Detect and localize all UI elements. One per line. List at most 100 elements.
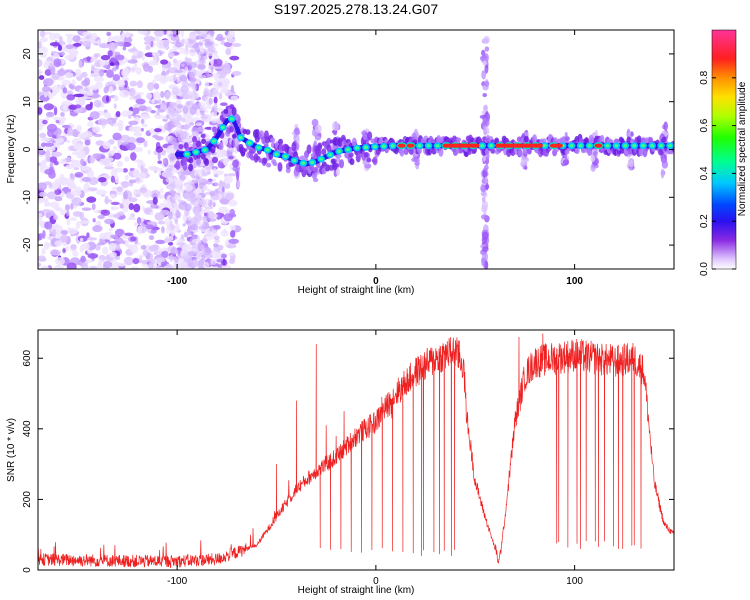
heatmap-cell bbox=[181, 80, 189, 87]
heatmap-cell bbox=[54, 188, 62, 195]
heatmap-cell bbox=[97, 220, 101, 226]
heatmap-cell bbox=[172, 74, 177, 82]
heatmap-cell bbox=[47, 128, 54, 138]
heatmap-cell bbox=[38, 46, 48, 55]
heatmap-cell bbox=[211, 126, 217, 133]
heatmap-cell bbox=[176, 188, 184, 194]
heatmap-cell bbox=[65, 245, 70, 251]
heatmap-cell bbox=[169, 136, 177, 145]
heatmap-cell bbox=[227, 173, 238, 177]
heatmap-cell bbox=[65, 44, 74, 50]
heatmap-cell bbox=[185, 152, 190, 156]
heatmap-cell bbox=[484, 184, 490, 190]
heatmap-cell bbox=[203, 262, 210, 269]
heatmap-cell bbox=[86, 56, 92, 62]
x-tick-label: 100 bbox=[566, 276, 583, 287]
heatmap-cell bbox=[71, 197, 82, 206]
heatmap-cell bbox=[100, 54, 111, 61]
heatmap-cell bbox=[195, 111, 200, 117]
x-tick-label: -100 bbox=[167, 276, 187, 287]
heatmap-cell bbox=[184, 56, 189, 63]
heatmap-cell bbox=[381, 144, 386, 148]
heatmap-cell bbox=[81, 79, 90, 87]
heatmap-cell bbox=[89, 265, 98, 269]
heatmap-cell bbox=[212, 243, 219, 248]
heatmap-cell bbox=[228, 252, 236, 257]
heatmap-cell bbox=[98, 176, 107, 183]
heatmap-cell bbox=[195, 250, 202, 260]
heatmap-cell bbox=[38, 255, 47, 262]
heatmap-cell bbox=[126, 110, 134, 116]
heatmap-cell bbox=[98, 258, 103, 267]
heatmap-cell bbox=[129, 213, 133, 220]
x-tick-label: 100 bbox=[566, 576, 583, 587]
heatmap-cell bbox=[192, 136, 198, 143]
heatmap-cell bbox=[122, 36, 133, 44]
heatmap-cell bbox=[158, 171, 162, 176]
heatmap-cell bbox=[103, 64, 108, 69]
heatmap-cell bbox=[128, 126, 137, 132]
heatmap-cell bbox=[145, 45, 151, 51]
heatmap-cell bbox=[38, 146, 44, 155]
heatmap-cell bbox=[132, 257, 140, 265]
spectrogram-xlabel: Height of straight line (km) bbox=[298, 285, 415, 296]
heatmap-cell bbox=[214, 153, 224, 158]
heatmap-cell bbox=[171, 195, 176, 205]
heatmap-cell bbox=[247, 141, 252, 145]
heatmap-cell bbox=[397, 143, 406, 148]
heatmap-cell bbox=[222, 79, 231, 85]
heatmap-cell bbox=[204, 38, 211, 44]
heatmap-cell bbox=[169, 220, 173, 226]
heatmap-cell bbox=[169, 33, 174, 37]
heatmap-cell bbox=[112, 132, 122, 141]
heatmap-cell bbox=[262, 157, 268, 164]
heatmap-cell bbox=[108, 242, 117, 250]
heatmap-cell bbox=[211, 58, 223, 67]
heatmap-cell bbox=[363, 152, 369, 158]
y-tick-label: 400 bbox=[22, 420, 33, 437]
heatmap-cell bbox=[198, 75, 207, 79]
heatmap-cell bbox=[199, 46, 204, 51]
heatmap-cell bbox=[195, 122, 203, 127]
heatmap-cell bbox=[60, 112, 65, 117]
heatmap-cell bbox=[89, 72, 101, 78]
heatmap-cell bbox=[78, 220, 90, 224]
heatmap-cell bbox=[128, 179, 137, 184]
heatmap-cell bbox=[590, 154, 596, 163]
heatmap-cell bbox=[226, 244, 237, 249]
heatmap-cell bbox=[214, 50, 219, 57]
heatmap-cell bbox=[65, 164, 75, 170]
heatmap-cell bbox=[58, 118, 65, 124]
heatmap-cell bbox=[207, 188, 211, 193]
heatmap-cell bbox=[147, 149, 151, 155]
heatmap-cell bbox=[59, 158, 68, 165]
heatmap-cell bbox=[99, 59, 109, 67]
x-tick-label: -100 bbox=[167, 576, 187, 587]
heatmap-cell bbox=[38, 75, 45, 80]
heatmap-cell bbox=[223, 108, 229, 114]
heatmap-cell bbox=[197, 31, 203, 40]
colorbar-ticks: 0.0 0.2 0.4 0.6 0.8 bbox=[699, 70, 736, 276]
heatmap-cell bbox=[205, 198, 210, 204]
heatmap-cell bbox=[102, 141, 111, 150]
heatmap-cell bbox=[181, 38, 185, 46]
colorbar-gradient bbox=[711, 29, 737, 270]
heatmap-cell bbox=[61, 233, 69, 243]
heatmap-cell bbox=[54, 137, 64, 144]
heatmap-cell bbox=[142, 249, 149, 257]
heatmap-cell bbox=[483, 130, 487, 136]
heatmap-cell bbox=[64, 33, 76, 38]
heatmap-cell bbox=[51, 85, 61, 94]
heatmap-cell bbox=[175, 209, 180, 219]
heatmap-cell bbox=[231, 70, 242, 76]
heatmap-cell bbox=[52, 229, 57, 238]
heatmap-cell bbox=[80, 263, 89, 269]
heatmap-cell bbox=[41, 159, 47, 168]
heatmap-cell bbox=[346, 147, 351, 152]
heatmap-cell bbox=[390, 144, 395, 148]
y-tick-label: 600 bbox=[22, 349, 33, 366]
heatmap-cell bbox=[155, 239, 166, 245]
heatmap-cell bbox=[141, 123, 148, 128]
heatmap-cell bbox=[312, 166, 318, 174]
heatmap-cell bbox=[354, 146, 359, 150]
